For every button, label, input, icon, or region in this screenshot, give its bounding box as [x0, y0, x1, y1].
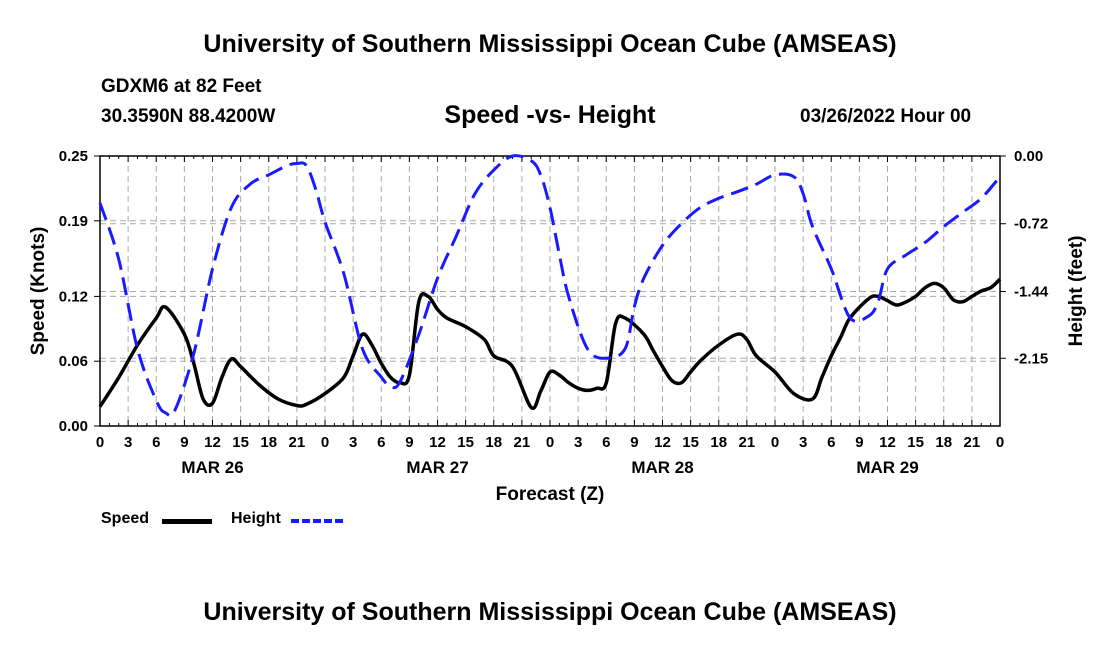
- legend-speed-swatch: [162, 519, 212, 524]
- y-tick-label: 0.25: [59, 148, 88, 165]
- x-tick-label: 21: [739, 434, 756, 451]
- y-axis-label: Speed (Knots): [28, 227, 49, 356]
- x-tick-label: 18: [485, 434, 502, 451]
- x-tick-label: 3: [799, 434, 807, 451]
- station-label: GDXM6 at 82 Feet: [101, 76, 262, 97]
- day-label: MAR 26: [181, 458, 243, 477]
- day-label: MAR 27: [406, 458, 468, 477]
- x-tick-label: 6: [377, 434, 385, 451]
- x-tick-label: 12: [879, 434, 896, 451]
- x-tick-label: 18: [935, 434, 952, 451]
- height-series-line: [98, 154, 1002, 418]
- y2-tick-label: -0.72: [1014, 216, 1048, 233]
- x-tick-label: 0: [546, 434, 554, 451]
- x-tick-label: 12: [204, 434, 221, 451]
- x-axis-label: Forecast (Z): [496, 484, 605, 505]
- x-tick-label: 0: [996, 434, 1004, 451]
- y-tick-label: 0.19: [59, 213, 88, 230]
- x-tick-label: 18: [710, 434, 727, 451]
- y2-tick-label: -1.44: [1014, 283, 1049, 300]
- x-tick-label: 21: [289, 434, 306, 451]
- y-tick-label: 0.12: [59, 288, 88, 305]
- x-tick-label: 12: [654, 434, 671, 451]
- x-tick-label: 9: [180, 434, 188, 451]
- x-tick-label: 15: [232, 434, 249, 451]
- x-tick-label: 6: [827, 434, 835, 451]
- main-title: University of Southern Mississippi Ocean…: [203, 30, 897, 58]
- x-tick-label: 3: [574, 434, 582, 451]
- footer-title: University of Southern Mississippi Ocean…: [203, 598, 897, 626]
- y2-tick-label: -2.15: [1014, 350, 1048, 367]
- x-tick-label: 6: [602, 434, 610, 451]
- y-tick-label: 0.06: [59, 353, 88, 370]
- y-tick-label: 0.00: [59, 418, 88, 435]
- y2-axis-label: Height (feet): [1066, 236, 1087, 347]
- day-label: MAR 28: [631, 458, 693, 477]
- x-tick-label: 18: [260, 434, 277, 451]
- day-label: MAR 29: [856, 458, 918, 477]
- x-tick-label: 0: [321, 434, 329, 451]
- chart-title: Speed -vs- Height: [444, 101, 656, 129]
- speed-height-chart: 0 3 6 9 12 15 18 21 0 3 6 9 12 15 18 21 0 3 6 9 12 15 18 21 0 3 6 9…: [28, 148, 1087, 505]
- legend-speed-label: Speed: [101, 510, 150, 527]
- x-tick-label: 3: [124, 434, 132, 451]
- x-tick-label: 15: [457, 434, 474, 451]
- coordinates-label: 30.3590N 88.4200W: [101, 106, 276, 127]
- legend-height-label: Height: [231, 510, 281, 527]
- x-tick-label: 15: [907, 434, 924, 451]
- x-tick-label: 9: [630, 434, 638, 451]
- x-tick-label: 6: [152, 434, 160, 451]
- axes-layer: 0 3 6 9 12 15 18 21 0 3 6 9 12 15 18 21 0 3 6 9 12 15 18 21 0 3 6 9…: [59, 148, 1049, 477]
- y2-tick-label: 0.00: [1014, 148, 1043, 165]
- x-tick-label: 9: [405, 434, 413, 451]
- x-tick-label: 15: [682, 434, 699, 451]
- x-tick-label: 12: [429, 434, 446, 451]
- x-tick-label: 0: [771, 434, 779, 451]
- forecast-datetime: 03/26/2022 Hour 00: [800, 106, 972, 127]
- x-tick-label: 9: [855, 434, 863, 451]
- series-layer: [98, 154, 1002, 418]
- x-tick-label: 0: [96, 434, 104, 451]
- x-tick-label: 21: [514, 434, 531, 451]
- x-tick-label: 3: [349, 434, 357, 451]
- grid-layer: [99, 156, 1001, 426]
- x-tick-label: 21: [964, 434, 981, 451]
- legend-height-swatch: [291, 519, 343, 523]
